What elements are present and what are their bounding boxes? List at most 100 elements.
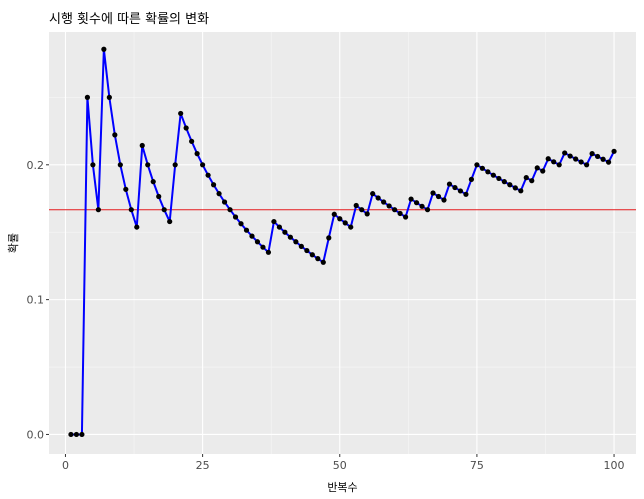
probability-series-line — [70, 48, 615, 436]
data-point — [205, 172, 211, 178]
data-point — [342, 220, 348, 226]
x-tick-label: 25 — [196, 459, 210, 472]
data-point — [446, 181, 453, 187]
data-point — [567, 153, 573, 159]
data-point — [112, 132, 118, 138]
data-point — [227, 207, 233, 213]
data-point — [353, 202, 359, 209]
x-axis-title: 반복수 — [327, 481, 357, 494]
x-axis-ticks: 0 25 50 75 100 — [62, 454, 625, 472]
data-point — [309, 252, 315, 258]
data-point — [370, 191, 376, 197]
data-point — [326, 235, 332, 241]
y-tick-label: 0.1 — [27, 294, 45, 307]
data-point — [496, 175, 502, 182]
data-point — [364, 211, 370, 217]
data-point — [73, 431, 80, 438]
data-point — [276, 224, 283, 230]
data-point — [260, 244, 266, 250]
data-point — [189, 138, 195, 144]
data-point — [315, 256, 321, 262]
x-tick-label: 100 — [604, 459, 625, 472]
data-point — [320, 259, 326, 265]
data-point — [611, 148, 617, 154]
data-point — [304, 247, 310, 254]
data-point — [512, 185, 518, 191]
data-point — [562, 150, 568, 156]
data-point — [594, 153, 601, 160]
data-point — [200, 162, 206, 168]
data-point — [392, 207, 398, 213]
x-tick-label: 75 — [470, 459, 484, 472]
data-point — [167, 218, 173, 225]
chart-title: 시행 횟수에 따른 확률의 변화 — [49, 11, 209, 27]
data-point — [540, 168, 546, 174]
data-point — [490, 172, 496, 178]
data-point — [523, 175, 529, 181]
data-point — [545, 156, 551, 162]
data-point — [216, 191, 222, 197]
data-point — [271, 218, 277, 225]
data-point — [556, 162, 562, 168]
data-point — [128, 207, 134, 213]
data-point — [194, 151, 200, 157]
data-point — [424, 207, 431, 213]
data-point — [359, 207, 365, 213]
data-point — [348, 224, 354, 230]
y-tick-label: 0.2 — [27, 159, 45, 172]
data-point — [90, 162, 96, 168]
y-tick-label: 0.0 — [27, 428, 45, 441]
data-point — [298, 243, 304, 249]
data-point — [573, 156, 579, 162]
data-point — [161, 207, 167, 213]
y-axis-title: 확률 — [7, 233, 20, 253]
data-point — [79, 431, 85, 438]
data-point — [452, 184, 458, 191]
data-point — [589, 151, 595, 157]
data-point — [551, 159, 557, 165]
data-point — [381, 199, 387, 205]
data-point — [145, 162, 151, 168]
data-point — [375, 195, 381, 201]
data-point — [468, 176, 475, 182]
data-point — [106, 94, 112, 100]
data-point — [331, 211, 337, 217]
data-point — [293, 239, 299, 245]
data-point — [178, 110, 184, 117]
data-point — [238, 221, 244, 227]
x-tick-label: 0 — [62, 459, 69, 472]
data-point — [501, 179, 507, 185]
data-point — [265, 249, 272, 255]
data-point — [232, 214, 239, 220]
data-points — [68, 46, 617, 438]
data-point — [518, 188, 524, 194]
data-point — [507, 182, 513, 188]
data-point — [386, 203, 392, 209]
data-point — [172, 162, 178, 168]
data-point — [183, 125, 189, 131]
data-point — [413, 200, 420, 206]
data-point — [68, 431, 74, 438]
data-point — [474, 162, 480, 168]
data-point — [402, 214, 409, 220]
data-point — [578, 159, 584, 165]
data-point — [243, 227, 250, 233]
data-point — [485, 169, 491, 175]
data-point — [457, 188, 464, 194]
data-point — [117, 162, 123, 168]
data-point — [139, 142, 145, 149]
plot-panel — [49, 32, 636, 454]
data-point — [435, 193, 442, 200]
data-point — [123, 186, 129, 192]
data-point — [534, 165, 540, 171]
data-point — [101, 46, 107, 52]
data-point — [337, 216, 343, 222]
data-point — [156, 193, 162, 200]
data-point — [95, 207, 101, 213]
data-point — [419, 203, 425, 209]
data-point — [430, 190, 436, 196]
data-point — [584, 162, 590, 168]
data-point — [397, 210, 403, 217]
data-point — [529, 178, 535, 184]
